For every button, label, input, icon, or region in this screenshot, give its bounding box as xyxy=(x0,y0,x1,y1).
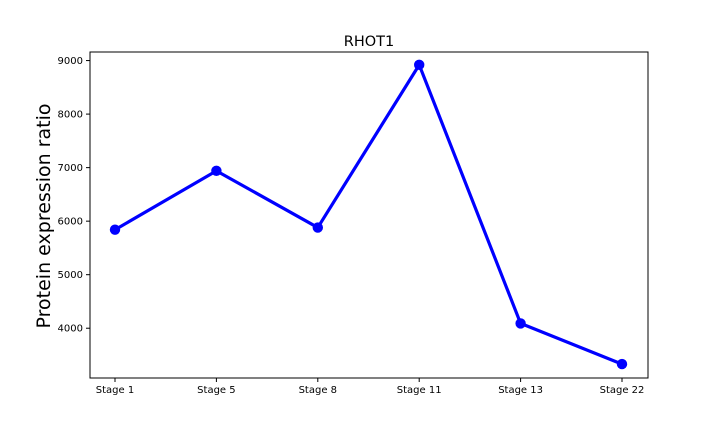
data-point xyxy=(616,358,628,370)
y-tick-label: 4000 xyxy=(58,324,83,335)
x-tick-label: Stage 11 xyxy=(397,385,442,396)
data-point xyxy=(109,224,121,235)
data-point xyxy=(211,165,222,177)
data-point xyxy=(414,59,425,71)
data-point xyxy=(312,222,323,233)
x-tick-label: Stage 22 xyxy=(600,385,645,396)
plot-area-frame xyxy=(89,51,649,379)
x-tick-label: Stage 5 xyxy=(197,385,235,396)
y-tick-label: 5000 xyxy=(58,270,83,281)
x-tick-label: Stage 8 xyxy=(299,385,337,396)
x-tick-label: Stage 1 xyxy=(96,385,134,396)
chart-title: RHOT1 xyxy=(344,34,394,50)
y-tick-label: 9000 xyxy=(58,56,83,67)
y-tick-label: 6000 xyxy=(58,217,83,228)
x-tick-label: Stage 13 xyxy=(498,385,543,396)
data-point xyxy=(515,318,526,329)
series-line xyxy=(114,63,623,366)
y-axis-label: Protein expression ratio xyxy=(33,104,55,329)
y-tick-label: 7000 xyxy=(58,163,83,174)
x-axis: Stage 1 Stage 5 Stage 8 Stage 11 Stage 13 Sta… xyxy=(96,378,645,396)
series-layer xyxy=(109,59,628,370)
y-tick-label: 8000 xyxy=(58,110,83,121)
y-axis: 4000 5000 6000 7000 8000 9000 xyxy=(58,56,90,335)
